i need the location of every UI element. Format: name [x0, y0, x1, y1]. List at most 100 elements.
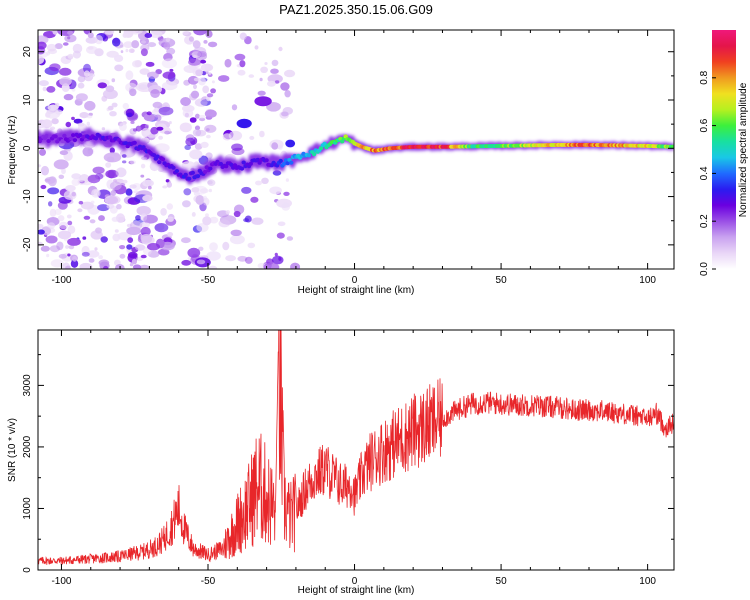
spectrogram-ridge-core [171, 165, 176, 170]
spectrogram-noise-blob [195, 113, 200, 119]
spectrogram-noise-blob [169, 71, 175, 76]
spectrogram-noise-blob [81, 251, 90, 257]
spectrogram-noise-blob [129, 160, 136, 165]
spectrogram-noise-blob [280, 82, 290, 91]
spectrogram-noise-blob [119, 245, 126, 250]
spectrogram-noise-blob [125, 48, 129, 53]
spectrogram-noise-blob [154, 114, 162, 122]
spectrogram-noise-blob [204, 124, 217, 133]
snr-x-axis: -100 -50 0 50 100 [51, 330, 656, 587]
spectrogram-noise-blob [77, 208, 83, 213]
spectrogram-noise-blob [140, 254, 147, 259]
spectrogram-noise-blob [129, 184, 137, 189]
spectrogram-ridge-core [289, 160, 294, 165]
colorbar-tick-label: 0.8 [699, 70, 710, 84]
spectrogram-noise-blob [72, 43, 83, 54]
spectrogram-noise-blob [47, 176, 57, 187]
spectrogram-noise-blob [140, 163, 146, 169]
spectrogram-noise-blob [104, 195, 121, 205]
spectrogram-noise-blob [100, 236, 108, 243]
spectrogram-noise-blob [257, 262, 266, 269]
spectrogram-noise-blob [71, 178, 81, 186]
spectrogram-noise-blob [49, 63, 61, 72]
spectrogram-noise-blob [147, 42, 157, 48]
spectrogram-noise-blob [54, 208, 62, 216]
spectrogram-noise-blob [231, 104, 238, 111]
spectrogram-noise-blob [139, 68, 150, 75]
spectrogram-noise-blob [52, 30, 58, 35]
x-tick-label: -50 [201, 275, 216, 286]
spectrogram-noise-blob [106, 203, 115, 209]
spectrogram-noise-blob [278, 144, 283, 150]
spectrogram-noise-blob [104, 30, 115, 35]
spectrogram-ridge-core [151, 153, 157, 158]
spectrogram-noise-blob [87, 204, 100, 215]
spectrogram-noise-blob [229, 234, 245, 245]
spectrogram-noise-blob [237, 255, 248, 262]
spectrogram-noise-blob [106, 156, 115, 163]
y-tick-label: 0 [22, 567, 33, 573]
spectrogram-noise-blob [122, 32, 128, 38]
spectrogram-noise-blob [105, 162, 112, 168]
spectrogram-noise-blob [98, 255, 103, 260]
spectrogram-noise-blob [230, 229, 242, 236]
spectrogram-noise-blob [183, 188, 192, 196]
spectrogram-noise-blob [93, 189, 100, 197]
spectrogram-noise-blob [65, 265, 71, 269]
spectrogram-noise-blob [111, 78, 116, 83]
colorbar-axis: 0.0 0.2 0.4 0.6 0.8 [699, 70, 716, 276]
spectrogram-noise-blob [209, 216, 219, 224]
spectrogram-noise-blob [188, 58, 201, 66]
spectrogram-noise-blob [114, 54, 124, 63]
spectrogram-noise-blob [65, 121, 72, 128]
spectrogram-noise-blob [109, 147, 115, 154]
snr-panel: -100 -50 0 50 100 0 1000 2000 3000 Height of st… [7, 329, 675, 596]
spectrogram-noise-blob [58, 221, 69, 230]
spectrogram-x-label: Height of straight line (km) [298, 285, 415, 296]
spectrogram-ridge-core [241, 160, 246, 165]
spectrogram-noise-blob [40, 184, 47, 190]
spectrogram-noise-blob [193, 161, 200, 168]
spectrogram-noise-blob [274, 252, 278, 257]
spectrogram-ridge-core [53, 134, 58, 139]
spectrogram-ridge-core [69, 136, 74, 141]
spectrogram-ridge-core [107, 135, 113, 140]
spectrogram-noise-blob [195, 69, 203, 77]
spectrogram-noise-blob [147, 185, 152, 190]
spectrogram-noise-blob [199, 117, 206, 122]
spectrogram-noise-blob [254, 45, 259, 50]
spectrogram-ridge-core [202, 169, 208, 174]
figure-title: PAZ1.2025.350.15.06.G09 [279, 2, 433, 17]
spectrogram-noise-blob [134, 244, 146, 251]
spectrogram-noise-blob [191, 187, 200, 193]
spectrogram-noise-blob [119, 253, 126, 259]
spectrogram-noise-blob [67, 53, 74, 59]
spectrogram-ridge-core [239, 166, 245, 171]
spectrogram-noise-blob [203, 40, 208, 44]
spectrogram-noise-blob [147, 243, 160, 251]
spectrogram-noise-blob [237, 69, 246, 76]
spectrogram-noise-blob [205, 30, 213, 38]
spectrogram-noise-blob [130, 220, 143, 231]
spectrogram-noise-blob [115, 167, 127, 178]
spectrogram-ridge-core [195, 174, 201, 179]
spectrogram-noise-blob [208, 188, 212, 193]
spectrogram-noise-blob [195, 195, 205, 205]
spectrogram-noise-blob [45, 235, 58, 244]
spectrogram-noise-blob [206, 134, 211, 139]
spectrogram-noise-blob [67, 36, 71, 40]
colorbar-scale [712, 30, 736, 269]
spectrogram-noise-blob [187, 247, 201, 258]
spectrogram-noise-blob [290, 262, 301, 269]
spectrogram-noise-blob [179, 122, 192, 133]
spectrogram-noise-blob [142, 194, 153, 202]
spectrogram-noise-blob [183, 65, 198, 73]
spectrogram-noise-blob [38, 223, 44, 229]
spectrogram-noise-blob [243, 218, 250, 223]
x-tick-label: -100 [51, 275, 71, 286]
spectrogram-ridge-core [311, 152, 317, 157]
colorbar-tick-label: 0.0 [699, 262, 710, 276]
spectrogram-noise-blob [204, 63, 212, 72]
spectrogram-noise-blob [48, 201, 53, 207]
